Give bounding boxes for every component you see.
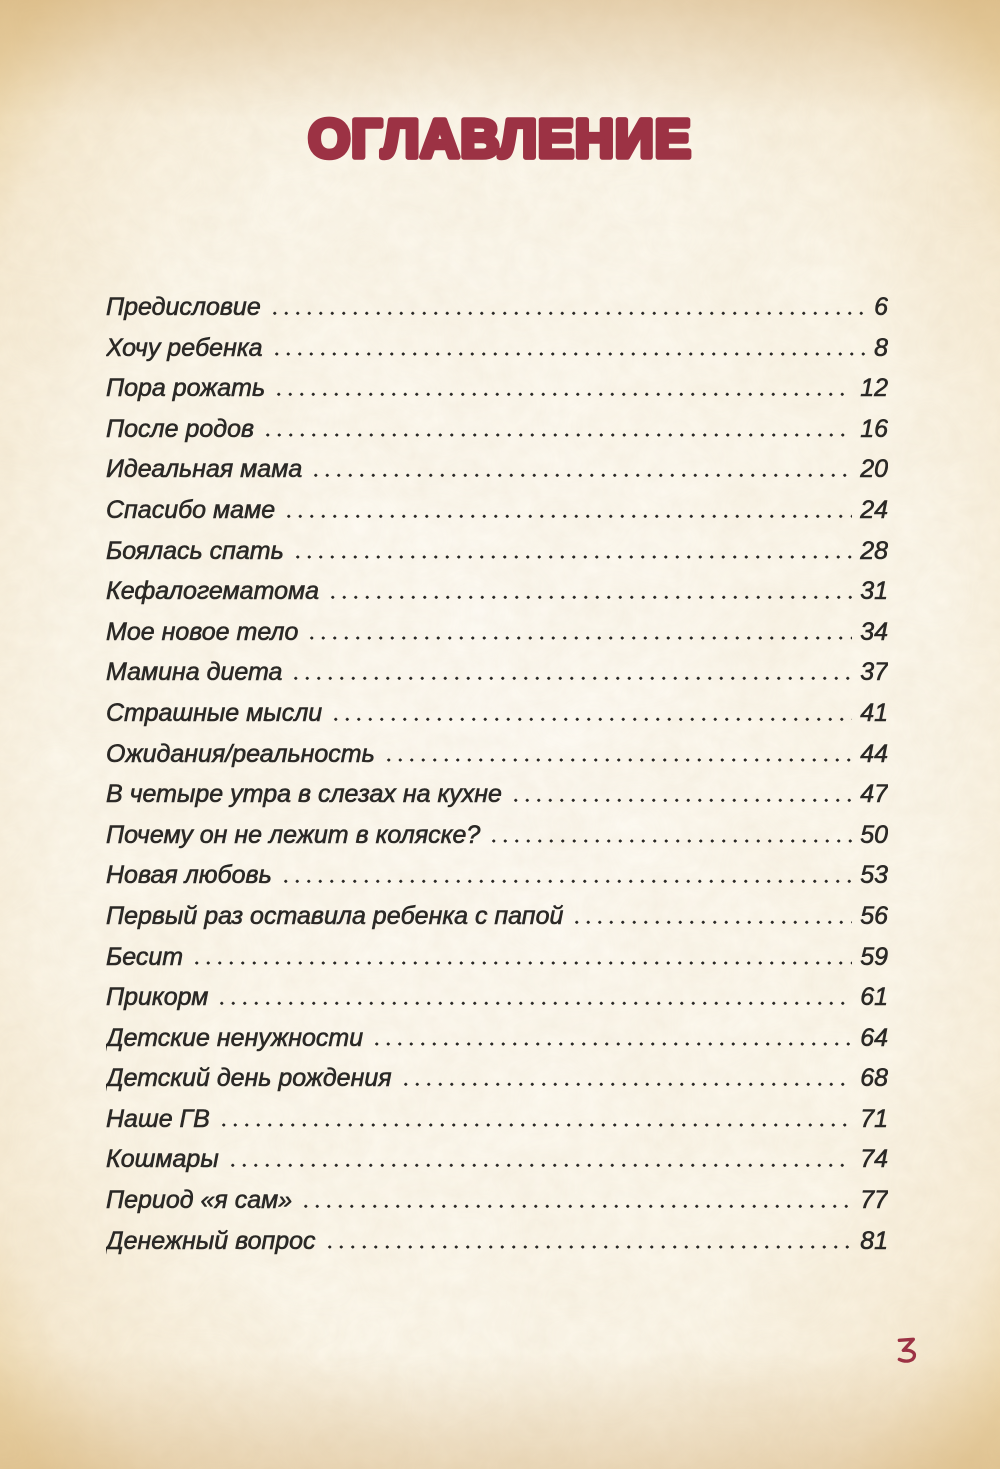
svg-text:ОГЛАВЛЕНИЕ: ОГЛАВЛЕНИЕ xyxy=(308,109,692,169)
